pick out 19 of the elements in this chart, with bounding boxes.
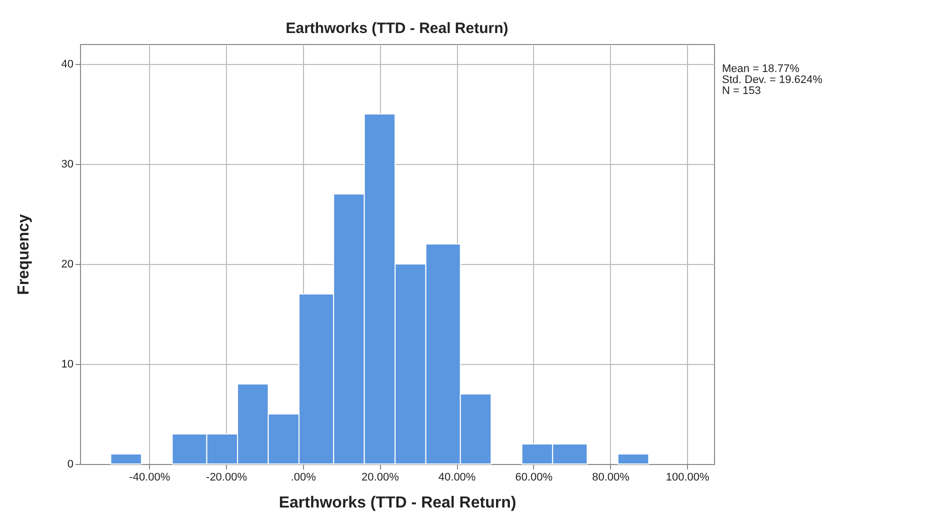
x-tick-label: 60.00% bbox=[515, 472, 553, 484]
text: Mean = 18.77% bbox=[722, 63, 800, 75]
x-axis-title: Earthworks (TTD - Real Return) bbox=[278, 494, 516, 512]
x-tick-label: -40.00% bbox=[129, 472, 170, 484]
y-tick-label: 30 bbox=[61, 158, 74, 170]
y-axis-title: Frequency bbox=[15, 214, 32, 295]
x-tick-label: 100.00% bbox=[666, 472, 710, 484]
y-tick-label: 10 bbox=[61, 358, 74, 370]
x-tick-label: -20.00% bbox=[206, 472, 248, 484]
y-tick-label: 20 bbox=[61, 258, 74, 270]
text: N = 153 bbox=[722, 85, 762, 97]
x-tick-label: 40.00% bbox=[438, 472, 476, 484]
chart-title: Earthworks (TTD - Real Return) bbox=[286, 20, 508, 37]
x-tick-label: 80.00% bbox=[592, 472, 630, 484]
y-tick-label: 40 bbox=[61, 58, 74, 70]
y-tick-label: 0 bbox=[67, 458, 74, 470]
text: Std. Dev. = 19.624% bbox=[722, 74, 822, 86]
x-tick-label: .00% bbox=[290, 472, 316, 484]
x-tick-label: 20.00% bbox=[362, 472, 400, 484]
